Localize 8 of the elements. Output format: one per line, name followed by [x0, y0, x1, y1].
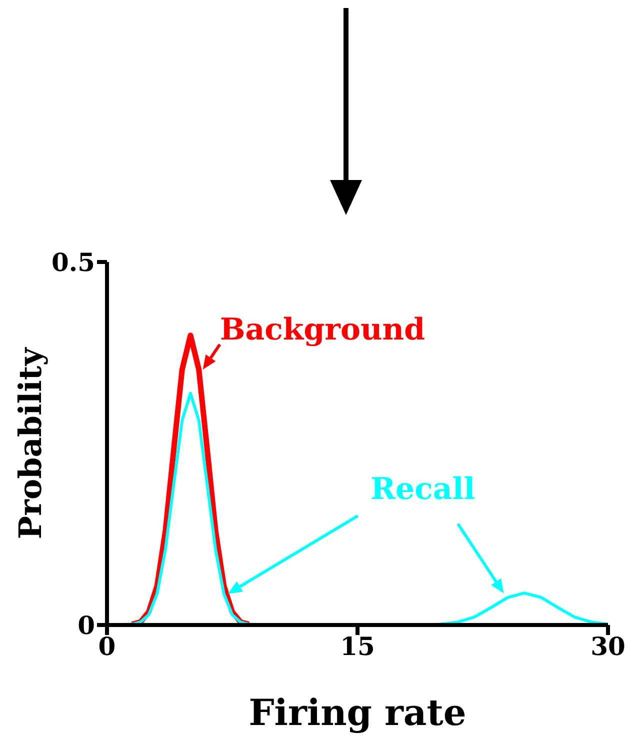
series-label: Background: [220, 312, 426, 348]
x-tick-label: 0: [98, 632, 116, 661]
text: Recall: [370, 472, 476, 507]
x-tick-label: 15: [340, 632, 375, 661]
x-tick-label: 30: [590, 632, 626, 661]
x-axis-title: Firing rate: [248, 692, 466, 734]
y-axis-title: Probability: [13, 346, 50, 540]
y-tick-label: 0.5: [52, 248, 95, 277]
